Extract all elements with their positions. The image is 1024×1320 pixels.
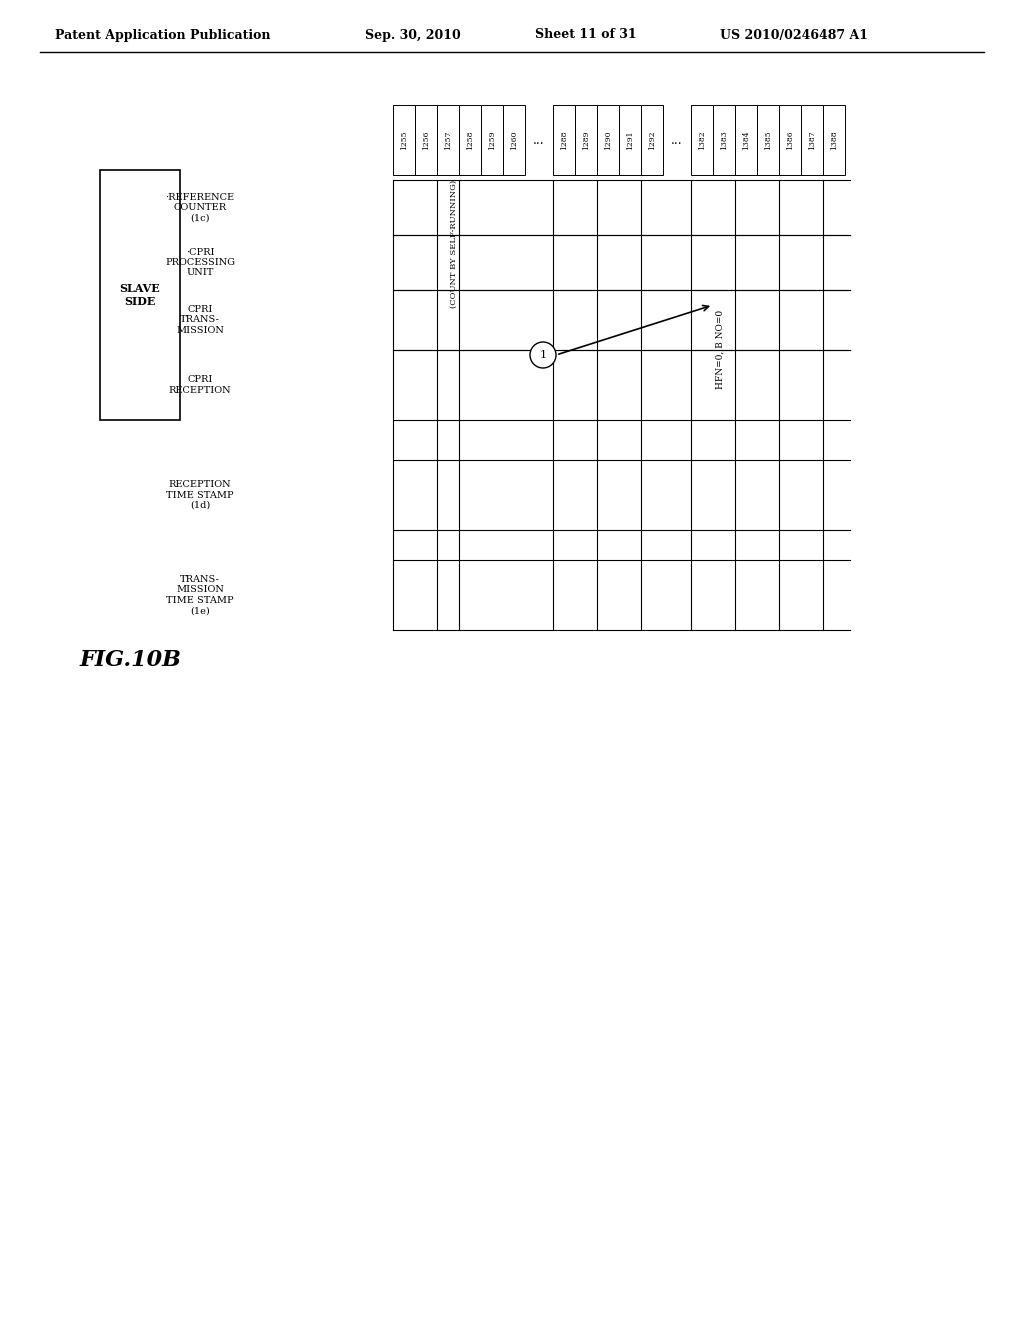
Text: HFN=0, B NO=0: HFN=0, B NO=0: [716, 310, 725, 389]
Bar: [779, 106, 801, 176]
Bar: [713, 106, 735, 176]
Bar: [575, 106, 597, 176]
Bar: [691, 106, 713, 176]
Text: Sep. 30, 2010: Sep. 30, 2010: [365, 29, 461, 41]
Text: CPRI
TRANS-
MISSION: CPRI TRANS- MISSION: [176, 305, 224, 335]
Text: 1385: 1385: [764, 131, 772, 149]
Text: 1291: 1291: [626, 131, 634, 149]
Text: CPRI
RECEPTION: CPRI RECEPTION: [169, 375, 231, 395]
Bar: [735, 106, 757, 176]
Bar: [481, 106, 503, 176]
Text: 1388: 1388: [830, 131, 838, 149]
Bar: [823, 106, 845, 176]
Text: ...: ...: [671, 133, 683, 147]
Text: 1259: 1259: [488, 131, 496, 149]
Text: 1257: 1257: [444, 131, 452, 149]
Bar: [100, 170, 180, 420]
Text: US 2010/0246487 A1: US 2010/0246487 A1: [720, 29, 868, 41]
Text: 1: 1: [540, 350, 547, 360]
Text: 1290: 1290: [604, 131, 612, 149]
Text: 1382: 1382: [698, 131, 706, 149]
Bar: [641, 106, 663, 176]
Text: RECEPTION
TIME STAMP
(1d): RECEPTION TIME STAMP (1d): [166, 480, 233, 510]
Bar: [393, 106, 415, 176]
Text: 1256: 1256: [422, 131, 430, 149]
Text: (COUNT BY SELF-RUNNING): (COUNT BY SELF-RUNNING): [450, 180, 458, 308]
Circle shape: [530, 342, 556, 368]
Bar: [597, 106, 618, 176]
Text: SLAVE
SIDE: SLAVE SIDE: [120, 282, 161, 306]
Bar: [553, 106, 575, 176]
Text: 1292: 1292: [648, 131, 656, 149]
Bar: [437, 106, 459, 176]
Text: TRANS-
MISSION
TIME STAMP
(1e): TRANS- MISSION TIME STAMP (1e): [166, 576, 233, 615]
Text: 1255: 1255: [400, 131, 408, 149]
Text: ...: ...: [534, 133, 545, 147]
Bar: [757, 106, 779, 176]
Bar: [503, 106, 525, 176]
Text: Sheet 11 of 31: Sheet 11 of 31: [535, 29, 637, 41]
Text: ·CPRI
PROCESSING
UNIT: ·CPRI PROCESSING UNIT: [165, 248, 234, 277]
Text: 1387: 1387: [808, 131, 816, 149]
Text: FIG.10B: FIG.10B: [80, 649, 182, 671]
Text: 1289: 1289: [582, 131, 590, 149]
Text: 1384: 1384: [742, 131, 750, 149]
Bar: [801, 106, 823, 176]
Bar: [415, 106, 437, 176]
Text: 1386: 1386: [786, 131, 794, 149]
Text: 1288: 1288: [560, 131, 568, 149]
Text: 1260: 1260: [510, 131, 518, 149]
Text: 1383: 1383: [720, 131, 728, 150]
Text: Patent Application Publication: Patent Application Publication: [55, 29, 270, 41]
Text: 1258: 1258: [466, 131, 474, 149]
Text: ·REFERENCE
COUNTER
(1c): ·REFERENCE COUNTER (1c): [166, 193, 234, 222]
Bar: [459, 106, 481, 176]
Bar: [618, 106, 641, 176]
